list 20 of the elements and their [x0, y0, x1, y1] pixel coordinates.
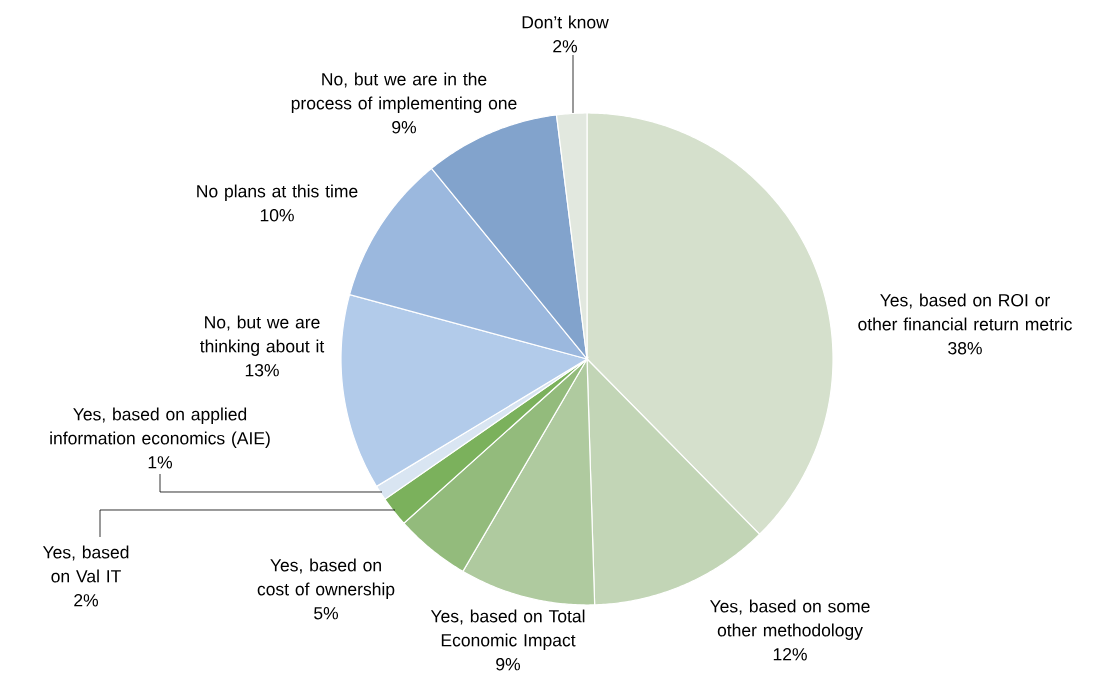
slice-label: No plans at this time [197, 184, 358, 201]
data-label: 2% [74, 594, 99, 607]
slice-label: Don’t know [522, 15, 609, 29]
slice-label: No, but we are in the process of implementing one [291, 72, 517, 113]
data-label: 13% [245, 364, 279, 377]
data-label: 1% [148, 456, 173, 469]
data-label: 2% [553, 40, 578, 53]
slice-label: Yes, based on Total Economic Impact [430, 609, 585, 650]
data-label: 10% [260, 209, 294, 222]
slice-label: Yes, based on cost of ownership [257, 558, 395, 599]
data-label: 5% [314, 607, 339, 620]
slice-label: Yes, based on applied information economics (AIE) [50, 407, 270, 448]
data-label: 38% [948, 342, 982, 355]
data-label: 9% [392, 121, 417, 134]
data-label: 9% [496, 658, 521, 671]
slice-label: Yes, based on some other methodology [709, 599, 870, 640]
slice-label: Yes, based on Val IT [42, 545, 129, 583]
slice-label: No, but we are thinking about it [200, 315, 325, 356]
slice-label: Yes, based on ROI or other financial return metric [858, 293, 1072, 331]
data-label: 12% [773, 648, 807, 661]
